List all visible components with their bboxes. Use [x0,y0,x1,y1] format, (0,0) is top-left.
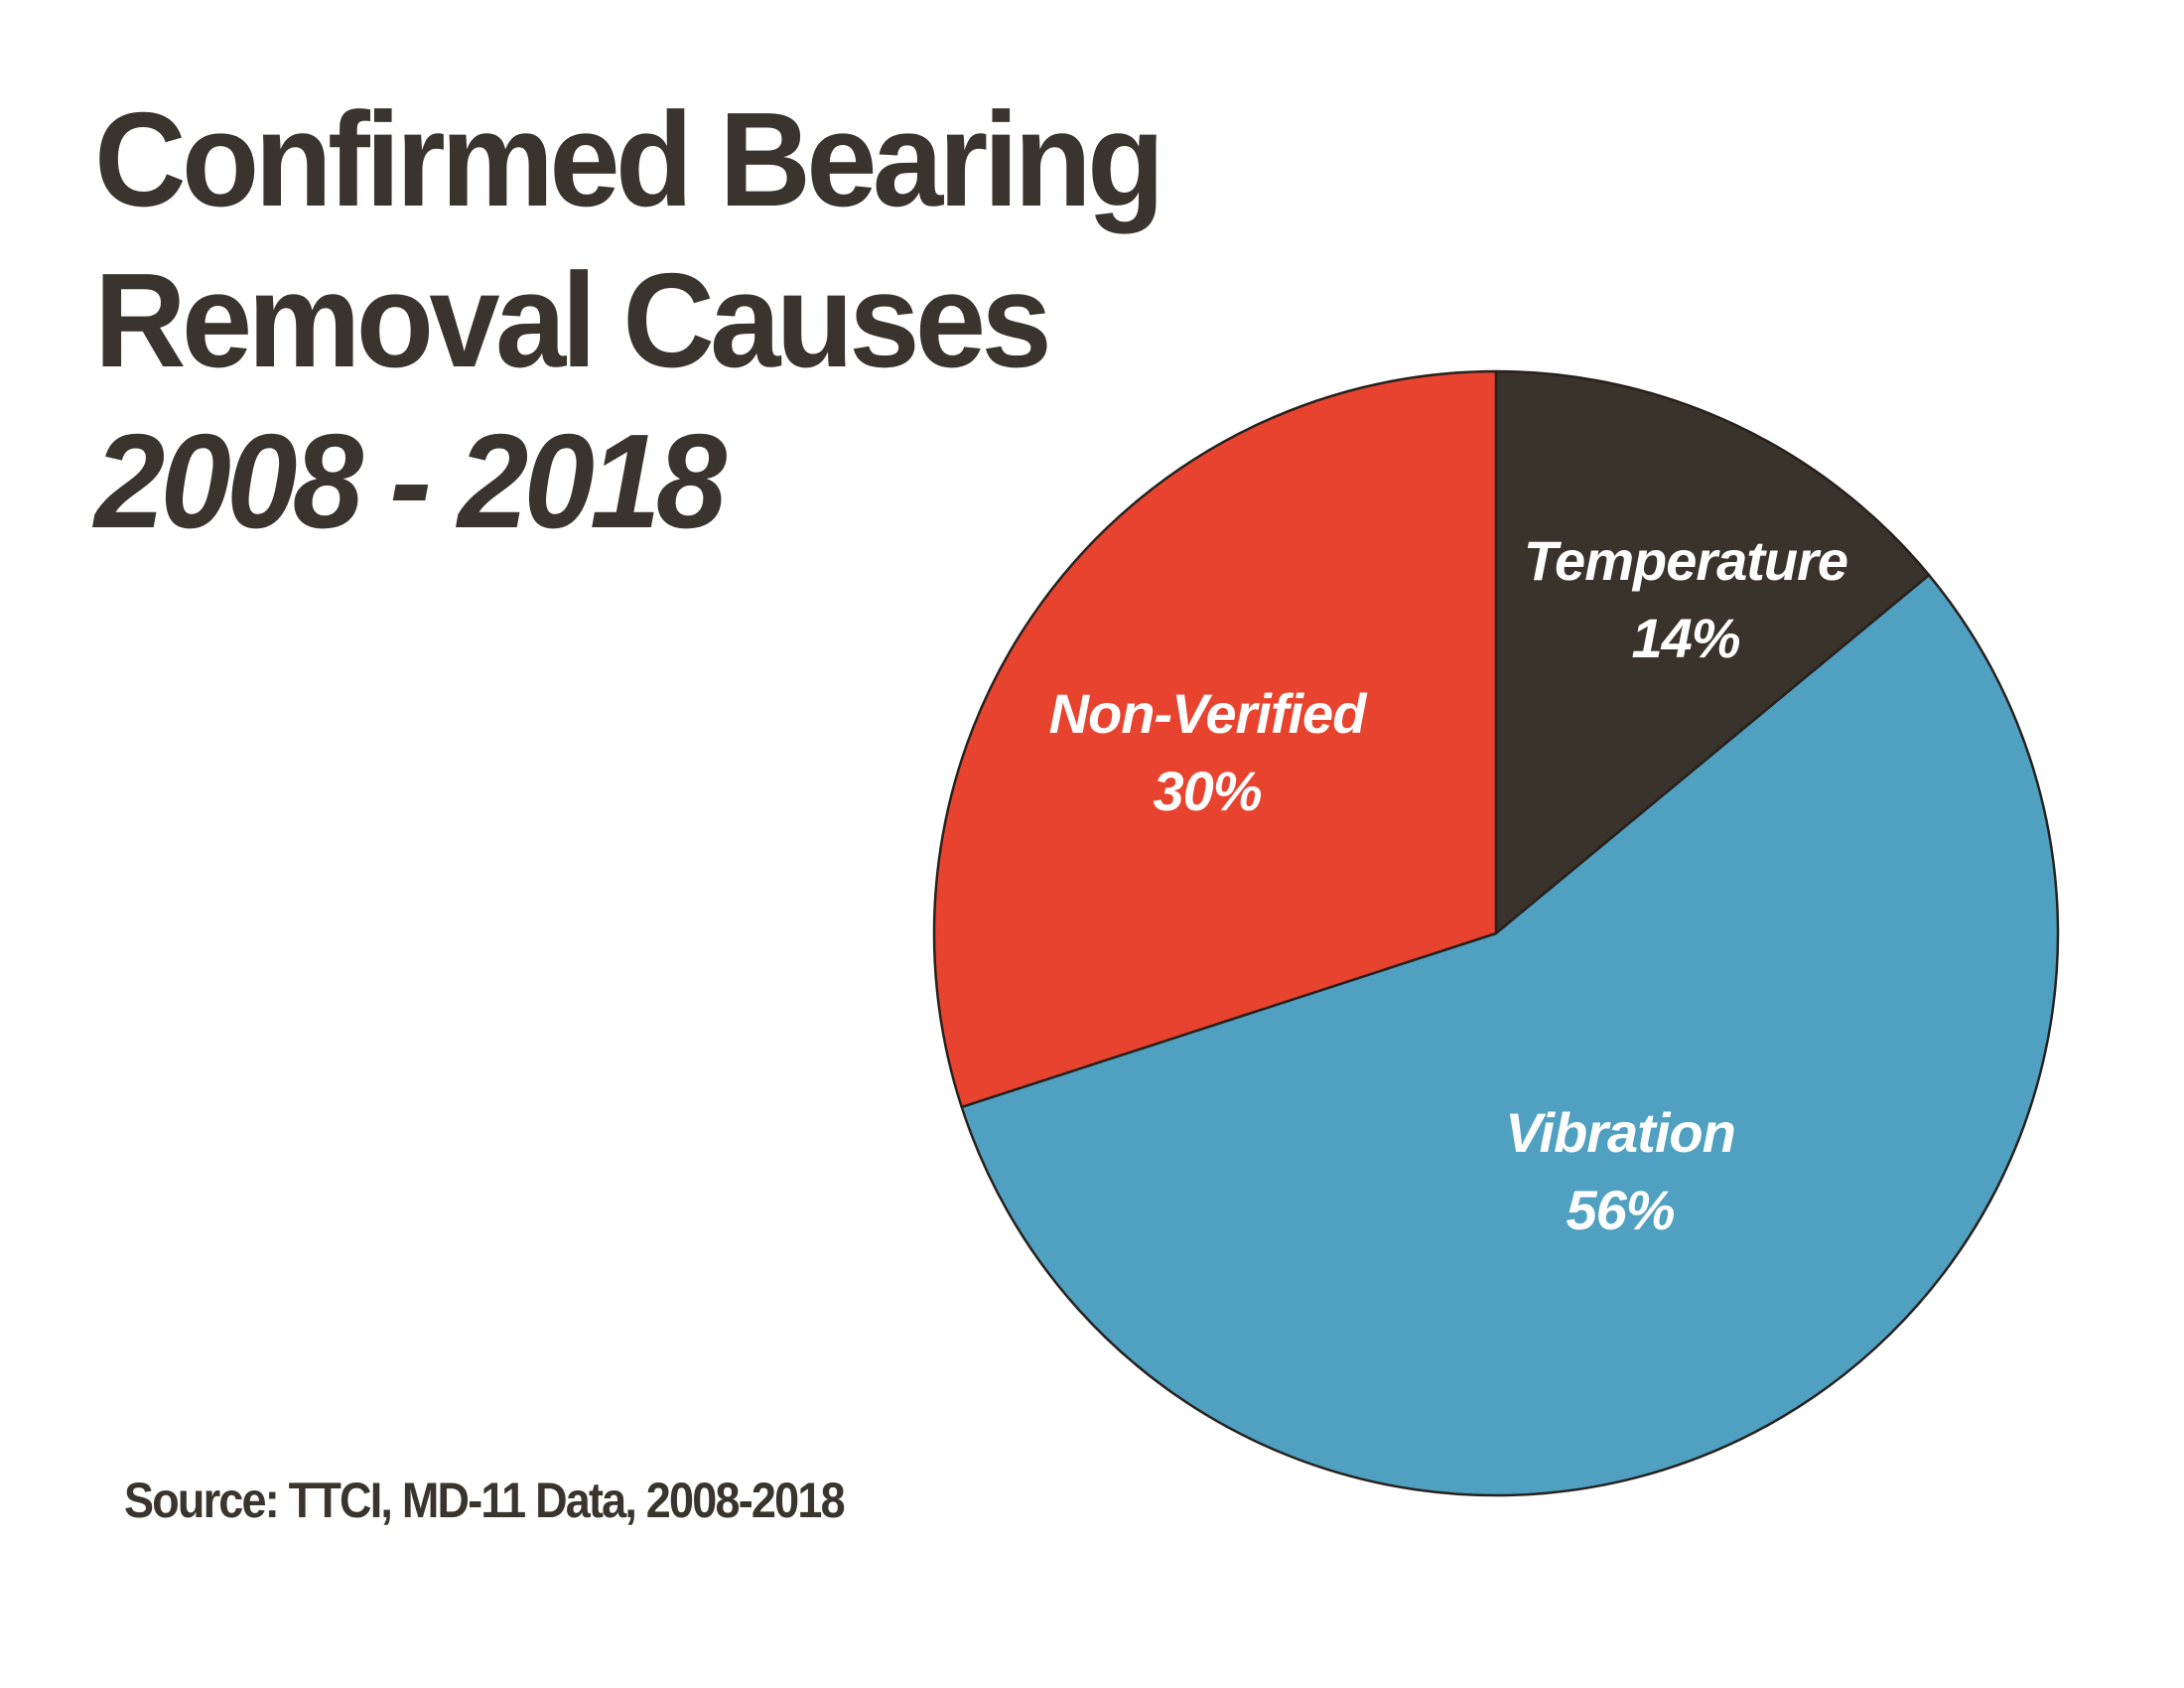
slice-label-temperature: Temperature 14% [1523,522,1848,677]
slice-label-vibration: Vibration 56% [1505,1094,1736,1249]
chart-title: Confirmed Bearing Removal Causes 2008 - … [94,79,1164,562]
slice-label-non-verified: Non-Verified 30% [1048,675,1367,830]
source-note: Source: TTCI, MD-11 Data, 2008-2018 [124,1473,846,1528]
pie-svg [932,369,2060,1497]
title-line-2: Removal Causes [94,245,1052,395]
title-line-1: Confirmed Bearing [94,84,1164,234]
slice-label-vibration-name: Vibration [1505,1101,1736,1164]
pie-slice-temperature [1494,369,1931,935]
pie-slice-non-verified [932,369,1498,1109]
title-line-years: 2008 - 2018 [94,406,727,556]
pie-chart [930,367,2062,1499]
slice-label-non-verified-name: Non-Verified [1048,682,1367,745]
pie-slice-vibration [960,573,2060,1497]
slice-label-non-verified-pct: 30% [1153,760,1262,822]
slice-label-temperature-pct: 14% [1631,607,1740,669]
slice-label-vibration-pct: 56% [1566,1179,1675,1241]
slice-label-temperature-name: Temperature [1523,529,1848,592]
